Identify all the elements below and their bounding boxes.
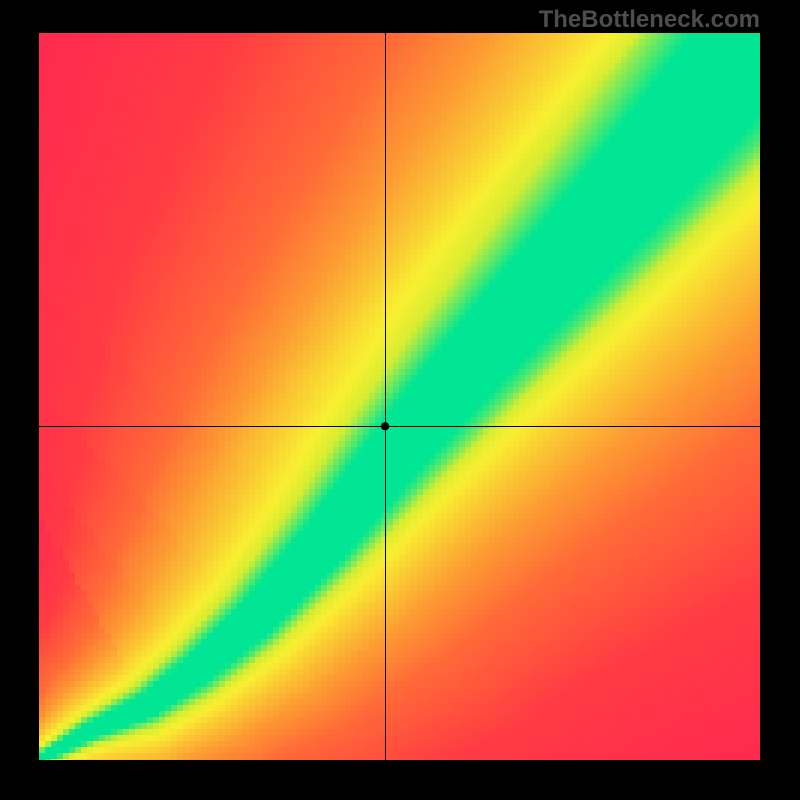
watermark-text: TheBottleneck.com — [539, 6, 760, 34]
bottleneck-heatmap — [39, 33, 760, 760]
